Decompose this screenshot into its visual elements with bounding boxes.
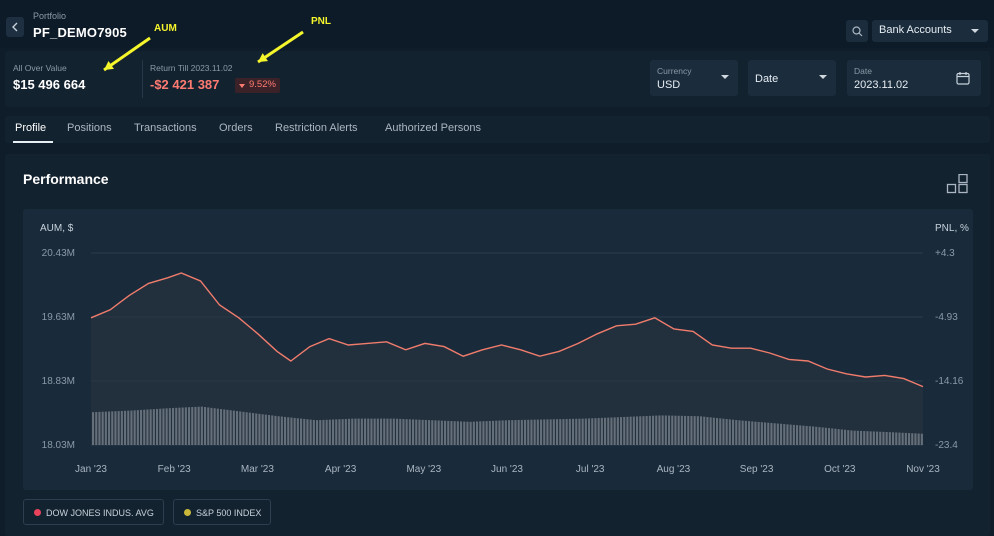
annotation-aum: AUM xyxy=(154,23,177,34)
search-icon xyxy=(851,25,862,36)
legend-label: S&P 500 INDEX xyxy=(196,508,262,518)
currency-label: Currency xyxy=(657,66,692,76)
bank-accounts-select[interactable]: Bank Accounts xyxy=(872,20,988,42)
layout-grid-icon[interactable] xyxy=(946,174,970,198)
date-value: 2023.11.02 xyxy=(854,79,909,91)
portfolio-name: PF_DEMO7905 xyxy=(33,25,127,40)
y-tick-label: 19.63M xyxy=(42,312,75,323)
annotation-arrows xyxy=(103,30,304,72)
calendar-icon xyxy=(956,72,970,85)
tab-profile[interactable]: Profile xyxy=(15,122,47,134)
portfolio-label: Portfolio xyxy=(33,11,67,21)
x-tick-label: Feb '23 xyxy=(158,464,191,475)
legend-sp500[interactable]: S&P 500 INDEX xyxy=(173,499,272,525)
search-button[interactable] xyxy=(846,20,868,42)
x-tick-label: Jul '23 xyxy=(576,464,605,475)
legend-dot xyxy=(184,509,191,516)
date-picker[interactable]: Date 2023.11.02 xyxy=(847,60,981,96)
tab-restriction-alerts[interactable]: Restriction Alerts xyxy=(275,122,358,134)
y2-axis-label: PNL, % xyxy=(935,223,969,234)
currency-value: USD xyxy=(657,79,681,91)
tab-bar: Profile Positions Transactions Orders Re… xyxy=(5,116,990,143)
x-tick-label: Oct '23 xyxy=(824,464,856,475)
arrow-down-icon xyxy=(239,84,245,88)
divider xyxy=(142,60,143,98)
tab-authorized-persons[interactable]: Authorized Persons xyxy=(385,122,481,134)
tab-positions[interactable]: Positions xyxy=(67,122,112,134)
legend-label: DOW JONES INDUS. AVG xyxy=(46,508,154,518)
date-select-label: Date xyxy=(755,73,779,85)
aum-arrow xyxy=(103,36,151,72)
annotation-pnl: PNL xyxy=(311,16,331,27)
chevron-down-icon xyxy=(819,75,827,79)
x-tick-label: Jun '23 xyxy=(491,464,523,475)
performance-chart: AUM, $ PNL, % 20.43M 19.63M 18.83M 18.03M +4.3… xyxy=(23,209,973,490)
x-tick-label: Sep '23 xyxy=(740,464,774,475)
date-label: Date xyxy=(854,66,872,76)
chart-svg: AUM, $ PNL, % 20.43M 19.63M 18.83M 18.03M +4.3… xyxy=(40,223,969,475)
x-tick-label: Jan '23 xyxy=(75,464,107,475)
x-tick-label: Aug '23 xyxy=(657,464,691,475)
legend-dow-jones[interactable]: DOW JONES INDUS. AVG xyxy=(23,499,164,525)
tab-orders[interactable]: Orders xyxy=(219,122,253,134)
legend-dot xyxy=(34,509,41,516)
chevron-down-icon xyxy=(721,75,729,79)
y-tick-label: 20.43M xyxy=(42,248,75,259)
chevron-left-icon xyxy=(12,22,18,32)
y2-tick-label: -14.16 xyxy=(935,376,964,387)
return-label: Return Till 2023.11.02 xyxy=(150,63,233,73)
y2-tick-label: -23.4 xyxy=(935,440,958,451)
x-tick-label: Nov '23 xyxy=(906,464,940,475)
active-tab-indicator xyxy=(13,141,53,143)
date-type-select[interactable]: Date xyxy=(748,60,836,96)
return-pct: 9.52% xyxy=(249,79,276,90)
back-button[interactable] xyxy=(6,17,24,37)
currency-select[interactable]: Currency USD xyxy=(650,60,738,96)
top-bar: Portfolio PF_DEMO7905 Bank Accounts xyxy=(0,0,994,48)
pnl-arrow xyxy=(257,30,304,64)
bank-accounts-label: Bank Accounts xyxy=(879,24,952,36)
tab-transactions[interactable]: Transactions xyxy=(134,122,197,134)
y2-tick-label: +4.3 xyxy=(935,248,955,259)
aov-label: All Over Value xyxy=(13,63,67,73)
y-tick-label: 18.83M xyxy=(42,376,75,387)
aum-line xyxy=(90,272,924,388)
x-tick-label: Mar '23 xyxy=(241,464,274,475)
y-axis-label: AUM, $ xyxy=(40,223,74,234)
aum-area xyxy=(91,273,923,445)
chevron-down-icon xyxy=(971,29,979,33)
performance-title: Performance xyxy=(23,171,109,187)
performance-card: Performance AUM, $ PNL, % 20.43M 19.63M 18.8… xyxy=(5,154,990,536)
return-pct-badge: 9.52% xyxy=(235,78,280,93)
summary-panel: All Over Value $15 496 664 Return Till 2… xyxy=(5,51,990,107)
x-tick-label: Apr '23 xyxy=(325,464,357,475)
y-tick-label: 18.03M xyxy=(42,440,75,451)
aov-value: $15 496 664 xyxy=(13,77,86,92)
return-value: -$2 421 387 xyxy=(150,77,220,92)
x-tick-label: May '23 xyxy=(406,464,441,475)
y2-tick-label: -4.93 xyxy=(935,312,958,323)
